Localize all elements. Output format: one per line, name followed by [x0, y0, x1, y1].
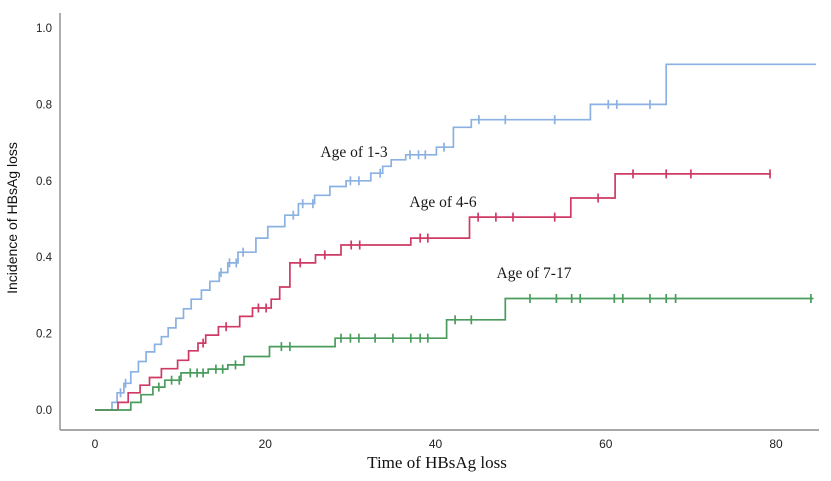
x-axis-tick-labels: 0 20 40 60 80 [92, 437, 783, 451]
y-tick-label: 0.2 [36, 329, 52, 341]
survival-curve-age-of-7-17 [95, 297, 814, 411]
survival-curve-age-of-4-6 [95, 173, 771, 411]
x-axis-title: Time of HBsAg loss [367, 453, 507, 472]
curve-labels: Age of 1-3 Age of 4-6 Age of 7-17 [320, 144, 571, 282]
y-axis-title: Incidence of HBsAg loss [4, 142, 20, 294]
x-tick-label: 80 [769, 437, 783, 451]
y-tick-label: 0.8 [36, 99, 52, 111]
x-tick-label: 0 [92, 437, 99, 451]
x-tick-label: 20 [259, 437, 273, 451]
survival-curve-age-of-1-3 [95, 63, 816, 411]
y-axis-tick-labels: 0.0 0.2 0.4 0.6 0.8 1.0 [36, 23, 53, 417]
y-tick-label: 0.0 [36, 405, 52, 417]
curve-label: Age of 4-6 [409, 194, 476, 211]
x-tick-label: 60 [599, 437, 613, 451]
curve-label: Age of 1-3 [320, 144, 387, 161]
y-tick-label: 1.0 [36, 23, 52, 35]
x-tick-label: 40 [429, 437, 443, 451]
y-tick-label: 0.6 [36, 176, 52, 188]
curve-label: Age of 7-17 [497, 265, 572, 282]
survival-curves [95, 63, 816, 411]
y-tick-label: 0.4 [36, 252, 53, 264]
